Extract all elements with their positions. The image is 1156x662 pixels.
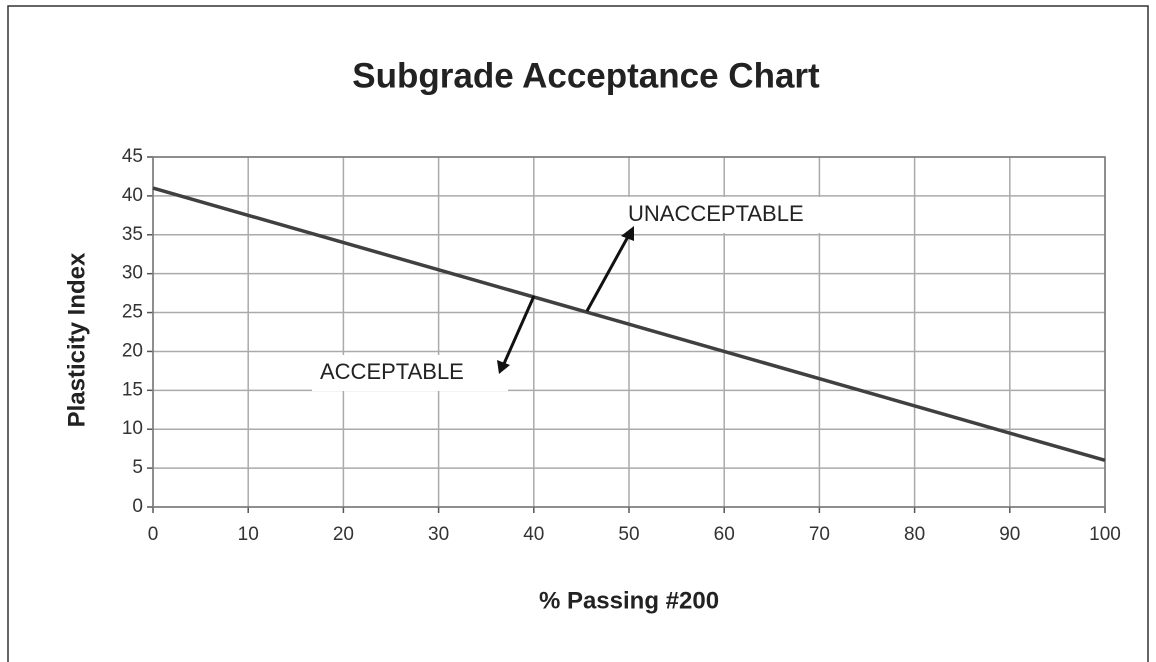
y-tick-label: 15 (122, 379, 143, 400)
annotation: ACCEPTABLE (320, 359, 464, 384)
y-tick-label: 10 (122, 418, 143, 439)
plot-border (152, 156, 1106, 508)
x-tick-label: 80 (904, 524, 925, 545)
arrow (585, 232, 632, 312)
y-tick-label: 45 (122, 146, 143, 167)
x-tick-label: 60 (714, 524, 735, 545)
x-tick-label: 10 (238, 524, 259, 545)
annotations: UNACCEPTABLE ACCEPTABLE (312, 197, 852, 391)
x-tick-label: 0 (148, 524, 159, 545)
x-tick-label: 20 (333, 524, 354, 545)
annotation-box (620, 197, 852, 233)
x-tick-label: 100 (1089, 524, 1121, 545)
frame (7, 5, 1149, 662)
chart-title: Subgrade Acceptance Chart (352, 56, 820, 95)
y-axis-label: Plasticity Index (63, 252, 90, 427)
arrow-head (497, 360, 510, 374)
plot: 0 5 10 15 20 25 30 35 40 45 0 10 20 30 40 50 60 70 80 90 100 (122, 146, 1121, 545)
x-axis-label: % Passing #200 (539, 587, 719, 614)
annotation-box (312, 355, 508, 391)
annotation: UNACCEPTABLE (628, 201, 804, 226)
x-tick-label: 40 (523, 524, 544, 545)
y-tick-label: 5 (132, 457, 143, 478)
x-tick-label: 50 (618, 524, 639, 545)
arrow (501, 295, 536, 367)
x-tick-label: 90 (999, 524, 1020, 545)
x-tick-label: 70 (809, 524, 830, 545)
y-tick-label: 40 (122, 185, 143, 206)
y-tick-label: 0 (132, 496, 143, 517)
y-tick-label: 30 (122, 263, 143, 284)
x-tick-label: 30 (428, 524, 449, 545)
series-line (152, 186, 1106, 463)
y-tick-label: 25 (122, 302, 143, 323)
y-tick-label: 35 (122, 224, 143, 245)
arrow-head (621, 226, 634, 241)
y-tick-label: 20 (122, 340, 143, 361)
